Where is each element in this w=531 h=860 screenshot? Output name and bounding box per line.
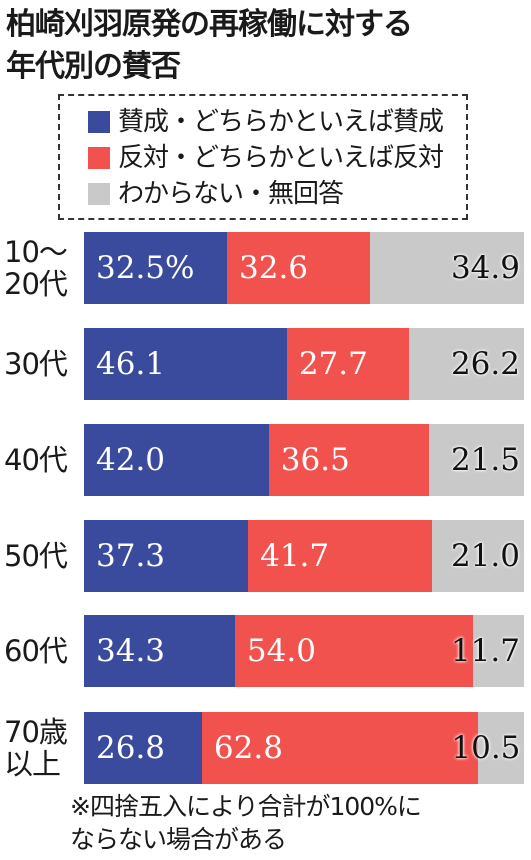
bar-segment-unknown: 34.9 [370, 232, 524, 304]
bar-segment-approve: 26.8 [84, 712, 202, 784]
legend-label-oppose: 反対・どちらかといえば反対 [118, 143, 444, 173]
data-label-unknown: 11.7 [450, 633, 520, 669]
bar-segment-unknown: 26.2 [408, 328, 524, 400]
data-label-approve: 32.5% [96, 250, 195, 286]
bar-segment-unknown: 21.5 [429, 424, 524, 496]
data-label-oppose: 54.0 [246, 633, 316, 669]
legend-swatch-approve [88, 111, 110, 133]
category-label-line: 10〜 [4, 235, 68, 269]
data-label-unknown: 26.2 [450, 346, 520, 382]
legend-swatch-unknown [88, 183, 110, 205]
category-label-line: 70歳 [4, 715, 68, 749]
bar-row: 26.8 62.8 10.5 [84, 712, 525, 784]
footnote: ※四捨五入により合計が100%に ならない場合がある [70, 790, 530, 856]
data-label-oppose: 62.8 [213, 730, 283, 766]
footnote-line-1: ※四捨五入により合計が100%に [70, 792, 422, 821]
data-label-oppose: 36.5 [280, 442, 350, 478]
legend-label-approve: 賛成・どちらかといえば賛成 [118, 107, 444, 137]
data-label-unknown: 34.9 [450, 250, 520, 286]
data-label-oppose: 32.6 [239, 250, 309, 286]
bar-segment-oppose: 54.0 [234, 615, 473, 687]
category-label-line: 60代 [4, 634, 68, 668]
footnote-line-2: ならない場合がある [70, 825, 287, 854]
data-label-approve: 26.8 [96, 730, 166, 766]
category-label: 10〜 20代 [4, 232, 78, 304]
bar-segment-oppose: 32.6 [227, 232, 371, 304]
data-label-unknown: 21.0 [450, 538, 520, 574]
bar-segment-unknown: 21.0 [431, 520, 524, 592]
category-label: 40代 [4, 424, 78, 496]
chart-legend: 賛成・どちらかといえば賛成 反対・どちらかといえば反対 わからない・無回答 [58, 94, 468, 220]
bar-row: 42.0 36.5 21.5 [84, 424, 524, 496]
category-label-line: 40代 [4, 443, 68, 477]
bar-segment-approve: 34.3 [84, 615, 235, 687]
bar-row: 34.3 54.0 11.7 [84, 615, 524, 687]
bar-segment-oppose: 36.5 [268, 424, 430, 496]
bar-row: 46.1 27.7 26.2 [84, 328, 524, 400]
bar-segment-unknown: 10.5 [451, 712, 525, 784]
category-label: 30代 [4, 328, 78, 400]
category-label-line: 20代 [4, 267, 68, 301]
data-label-oppose: 27.7 [298, 346, 368, 382]
chart-title-line-1: 柏崎刈羽原発の再稼働に対する [6, 7, 413, 42]
bar-segment-oppose: 62.8 [201, 712, 479, 784]
data-label-approve: 42.0 [96, 442, 166, 478]
category-label: 50代 [4, 520, 78, 592]
bar-segment-approve: 42.0 [84, 424, 269, 496]
category-label-line: 50代 [4, 539, 68, 573]
bar-segment-approve: 32.5% [84, 232, 227, 304]
bar-segment-unknown: 11.7 [451, 615, 524, 687]
legend-item-oppose: 反対・どちらかといえば反対 [88, 140, 466, 176]
bar-segment-approve: 46.1 [84, 328, 287, 400]
bar-row: 37.3 41.7 21.0 [84, 520, 524, 592]
bar-row: 32.5% 32.6 34.9 [84, 232, 524, 304]
bar-segment-oppose: 27.7 [286, 328, 409, 400]
data-label-oppose: 41.7 [260, 538, 330, 574]
bar-segment-approve: 37.3 [84, 520, 249, 592]
chart-title-line-2: 年代別の賛否 [6, 49, 181, 84]
bar-segment-oppose: 41.7 [248, 520, 432, 592]
data-label-approve: 34.3 [96, 633, 166, 669]
category-label-line: 以上 [4, 747, 61, 781]
category-label: 70歳 以上 [4, 712, 78, 784]
legend-item-approve: 賛成・どちらかといえば賛成 [88, 104, 466, 140]
data-label-approve: 37.3 [96, 538, 166, 574]
category-label-line: 30代 [4, 347, 68, 381]
legend-swatch-oppose [88, 147, 110, 169]
legend-label-unknown: わからない・無回答 [118, 179, 344, 209]
legend-item-unknown: わからない・無回答 [88, 176, 466, 212]
data-label-approve: 46.1 [96, 346, 166, 382]
data-label-unknown: 10.5 [451, 730, 521, 766]
chart-title: 柏崎刈羽原発の再稼働に対する 年代別の賛否 [6, 4, 526, 88]
category-label: 60代 [4, 615, 78, 687]
data-label-unknown: 21.5 [450, 442, 520, 478]
